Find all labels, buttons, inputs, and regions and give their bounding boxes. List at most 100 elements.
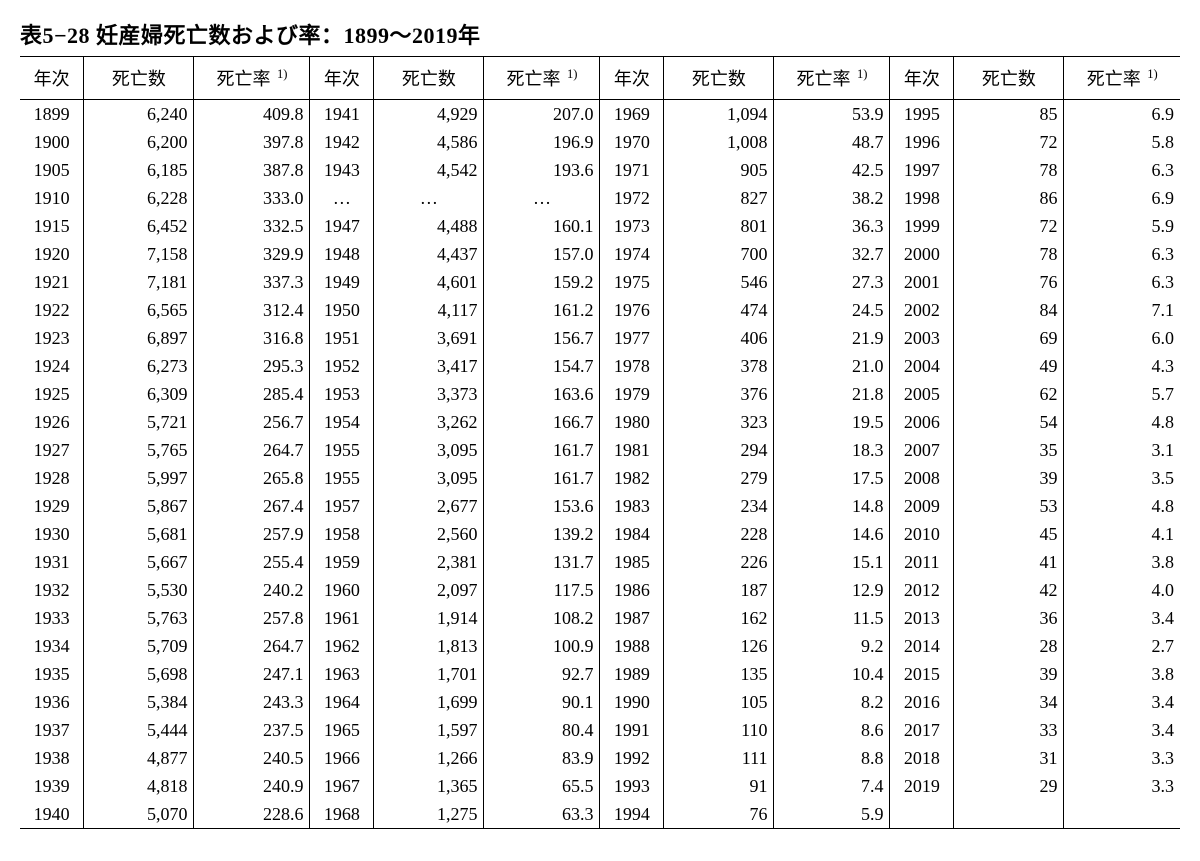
cell-deaths: 378 xyxy=(664,352,774,380)
cell-year: 1964 xyxy=(310,688,374,716)
cell-year: 2015 xyxy=(890,660,954,688)
col-header-year: 年次 xyxy=(310,57,374,100)
cell-year: 2019 xyxy=(890,772,954,800)
cell-year: 1991 xyxy=(600,716,664,744)
cell-rate: 80.4 xyxy=(484,716,600,744)
cell-rate: 243.3 xyxy=(194,688,310,716)
cell-rate: 5.9 xyxy=(1064,212,1180,240)
cell-deaths: 54 xyxy=(954,408,1064,436)
cell-deaths: 7,181 xyxy=(84,268,194,296)
col-header-rate: 死亡率 1) xyxy=(774,57,890,100)
cell-deaths: 2,097 xyxy=(374,576,484,604)
cell-deaths: 1,094 xyxy=(664,100,774,129)
cell-deaths: 45 xyxy=(954,520,1064,548)
cell-deaths: 35 xyxy=(954,436,1064,464)
cell-rate: 90.1 xyxy=(484,688,600,716)
cell-year: 1938 xyxy=(20,744,84,772)
cell-rate: 131.7 xyxy=(484,548,600,576)
cell-rate: 257.8 xyxy=(194,604,310,632)
table-row: 19355,698247.119631,70192.7198913510.420… xyxy=(20,660,1180,688)
cell-deaths: 86 xyxy=(954,184,1064,212)
cell-deaths: 4,542 xyxy=(374,156,484,184)
cell-deaths: 28 xyxy=(954,632,1064,660)
table-title: 表5−28 妊産婦死亡数および率：1899〜2019年 xyxy=(20,18,1180,50)
table-row: 18996,240409.819414,929207.019691,09453.… xyxy=(20,100,1180,129)
col-header-year: 年次 xyxy=(890,57,954,100)
cell-year: 1965 xyxy=(310,716,374,744)
cell-year: 1982 xyxy=(600,464,664,492)
cell-year: 1925 xyxy=(20,380,84,408)
cell-deaths: 5,867 xyxy=(84,492,194,520)
cell-rate: 247.1 xyxy=(194,660,310,688)
table-row: 19236,897316.819513,691156.7197740621.92… xyxy=(20,324,1180,352)
cell-deaths: 6,228 xyxy=(84,184,194,212)
cell-rate: 10.4 xyxy=(774,660,890,688)
cell-rate: 4.8 xyxy=(1064,408,1180,436)
cell-deaths: 5,765 xyxy=(84,436,194,464)
cell-year: 2003 xyxy=(890,324,954,352)
cell-rate: 21.8 xyxy=(774,380,890,408)
cell-rate: 4.8 xyxy=(1064,492,1180,520)
cell-rate: 53.9 xyxy=(774,100,890,129)
cell-rate: 332.5 xyxy=(194,212,310,240)
table-row: 19106,228333.0………197282738.21998866.9 xyxy=(20,184,1180,212)
table-row: 19056,185387.819434,542193.6197190542.51… xyxy=(20,156,1180,184)
cell-rate: 32.7 xyxy=(774,240,890,268)
cell-deaths: 6,200 xyxy=(84,128,194,156)
cell-year: 2018 xyxy=(890,744,954,772)
cell-deaths: 376 xyxy=(664,380,774,408)
cell-year xyxy=(890,800,954,829)
cell-deaths: 323 xyxy=(664,408,774,436)
cell-year: 2014 xyxy=(890,632,954,660)
cell-year: 2007 xyxy=(890,436,954,464)
cell-rate: 153.6 xyxy=(484,492,600,520)
cell-year: 1969 xyxy=(600,100,664,129)
cell-year: 1948 xyxy=(310,240,374,268)
cell-deaths: 294 xyxy=(664,436,774,464)
cell-deaths: 1,813 xyxy=(374,632,484,660)
cell-rate: 196.9 xyxy=(484,128,600,156)
cell-rate: 14.8 xyxy=(774,492,890,520)
cell-deaths: 78 xyxy=(954,156,1064,184)
cell-year: 2006 xyxy=(890,408,954,436)
cell-year: 1931 xyxy=(20,548,84,576)
cell-deaths: 42 xyxy=(954,576,1064,604)
cell-rate: 139.2 xyxy=(484,520,600,548)
cell-year: 2004 xyxy=(890,352,954,380)
cell-rate: 8.2 xyxy=(774,688,890,716)
cell-deaths: 5,070 xyxy=(84,800,194,829)
cell-deaths: … xyxy=(374,184,484,212)
col-header-rate: 死亡率 1) xyxy=(1064,57,1180,100)
cell-deaths: 36 xyxy=(954,604,1064,632)
cell-deaths: 2,677 xyxy=(374,492,484,520)
cell-rate: 6.9 xyxy=(1064,184,1180,212)
table-row: 19285,997265.819553,095161.7198227917.52… xyxy=(20,464,1180,492)
cell-year: 2001 xyxy=(890,268,954,296)
cell-year: … xyxy=(310,184,374,212)
cell-year: 1933 xyxy=(20,604,84,632)
cell-deaths: 1,266 xyxy=(374,744,484,772)
cell-rate: 333.0 xyxy=(194,184,310,212)
maternal-mortality-table: 年次死亡数死亡率 1)年次死亡数死亡率 1)年次死亡数死亡率 1)年次死亡数死亡… xyxy=(20,56,1180,829)
cell-deaths: 39 xyxy=(954,660,1064,688)
cell-deaths: 62 xyxy=(954,380,1064,408)
cell-year: 1955 xyxy=(310,464,374,492)
cell-year: 1942 xyxy=(310,128,374,156)
cell-rate: 265.8 xyxy=(194,464,310,492)
cell-year: 1985 xyxy=(600,548,664,576)
cell-year: 1930 xyxy=(20,520,84,548)
cell-rate: 42.5 xyxy=(774,156,890,184)
cell-deaths: 2,381 xyxy=(374,548,484,576)
cell-rate: 19.5 xyxy=(774,408,890,436)
table-row: 19375,444237.519651,59780.419911108.6201… xyxy=(20,716,1180,744)
cell-rate: 4.0 xyxy=(1064,576,1180,604)
table-row: 19295,867267.419572,677153.6198323414.82… xyxy=(20,492,1180,520)
cell-rate: 38.2 xyxy=(774,184,890,212)
cell-rate: 15.1 xyxy=(774,548,890,576)
cell-rate: 157.0 xyxy=(484,240,600,268)
cell-year: 1951 xyxy=(310,324,374,352)
cell-deaths: 6,897 xyxy=(84,324,194,352)
cell-year: 1959 xyxy=(310,548,374,576)
cell-rate: 255.4 xyxy=(194,548,310,576)
cell-rate: 285.4 xyxy=(194,380,310,408)
